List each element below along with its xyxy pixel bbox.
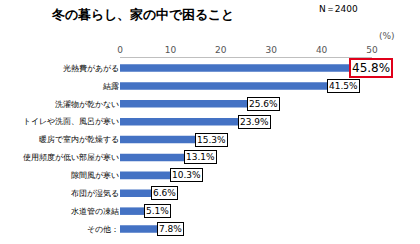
svg-text:50: 50 xyxy=(366,45,378,55)
svg-text:トイレや洗面、風呂が寒い: トイレや洗面、風呂が寒い xyxy=(23,117,119,126)
svg-text:0: 0 xyxy=(117,45,123,55)
svg-text:20: 20 xyxy=(215,45,227,55)
svg-text:布団が湿気る: 布団が湿気る xyxy=(71,189,119,198)
svg-text:その他：: その他： xyxy=(87,225,119,234)
svg-text:冬の暮らし、家の中で困ること: 冬の暮らし、家の中で困ること xyxy=(51,7,234,22)
svg-text:10: 10 xyxy=(165,45,177,55)
svg-text:40: 40 xyxy=(316,45,328,55)
svg-text:10.3%: 10.3% xyxy=(172,170,201,180)
svg-text:N＝2400: N＝2400 xyxy=(319,4,358,14)
svg-text:15.3%: 15.3% xyxy=(197,135,226,145)
svg-text:水道管の凍結: 水道管の凍結 xyxy=(71,207,119,216)
svg-text:結露: 結露 xyxy=(102,82,119,91)
svg-text:23.9%: 23.9% xyxy=(240,117,269,127)
svg-text:洗濯物が乾かない: 洗濯物が乾かない xyxy=(55,100,119,109)
svg-text:45.8%: 45.8% xyxy=(352,61,390,75)
svg-text:13.1%: 13.1% xyxy=(186,152,215,162)
svg-text:使用頻度が低い部屋が寒い: 使用頻度が低い部屋が寒い xyxy=(23,153,119,162)
svg-text:(%): (%) xyxy=(379,31,395,41)
svg-text:41.5%: 41.5% xyxy=(329,81,358,91)
svg-text:暖房で室内が乾燥する: 暖房で室内が乾燥する xyxy=(39,135,119,144)
svg-text:6.6%: 6.6% xyxy=(153,188,176,198)
svg-text:光熱費があがる: 光熱費があがる xyxy=(63,64,119,73)
svg-text:30: 30 xyxy=(265,45,277,55)
svg-text:7.8%: 7.8% xyxy=(159,224,182,234)
svg-text:25.6%: 25.6% xyxy=(249,99,278,109)
svg-text:隙間風が寒い: 隙間風が寒い xyxy=(71,171,119,180)
svg-text:5.1%: 5.1% xyxy=(146,206,169,216)
